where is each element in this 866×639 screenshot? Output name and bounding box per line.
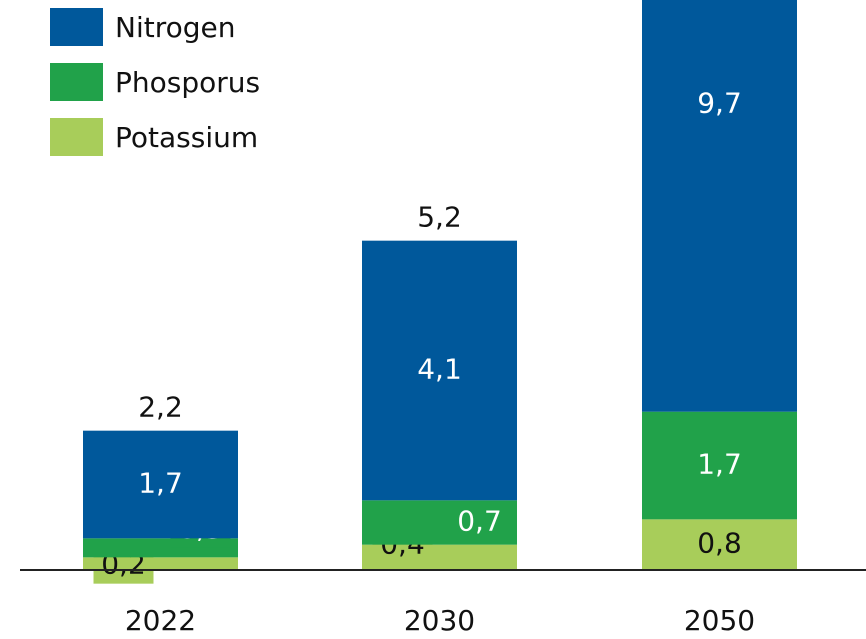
x-tick-label: 2050 xyxy=(684,604,755,637)
value-label: 1,7 xyxy=(697,448,742,481)
bar-segment xyxy=(642,0,797,412)
legend-label: Potassium xyxy=(115,121,258,154)
legend-label: Phosporus xyxy=(115,66,260,99)
value-label: 9,7 xyxy=(697,87,742,120)
value-label: 1,7 xyxy=(138,467,183,500)
legend-swatch xyxy=(50,118,103,156)
legend-swatch xyxy=(50,63,103,101)
bar-segment xyxy=(642,519,797,570)
bar-segment xyxy=(642,411,797,520)
total-label: 2,2 xyxy=(138,391,183,424)
legend-label: Nitrogen xyxy=(115,11,235,44)
value-label: 0,7 xyxy=(457,505,502,538)
bar-segment xyxy=(362,240,517,501)
value-label: 4,1 xyxy=(417,353,462,386)
value-label: 0,8 xyxy=(697,527,742,560)
legend-swatch xyxy=(50,8,103,46)
total-label: 5,2 xyxy=(417,201,462,234)
x-tick-label: 2030 xyxy=(404,604,475,637)
x-tick-label: 2022 xyxy=(125,604,196,637)
bar-segment xyxy=(83,430,238,539)
bar-segment xyxy=(362,500,517,545)
